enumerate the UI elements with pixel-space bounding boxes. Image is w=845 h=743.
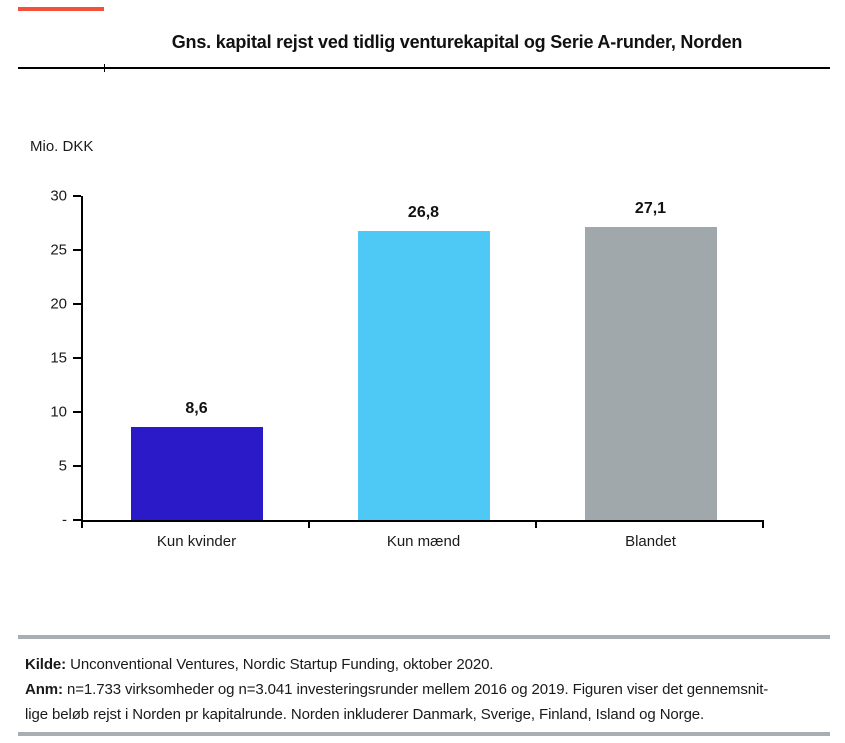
source-label: Kilde: xyxy=(25,656,67,673)
x-axis-tick xyxy=(81,520,83,528)
y-axis-unit-label: Mio. DKK xyxy=(30,138,94,155)
note-text-1: n=1.733 virksomheder og n=3.041 invester… xyxy=(62,681,769,698)
source-line: Kilde: Unconventional Ventures, Nordic S… xyxy=(25,652,825,677)
bar-kun-m-nd xyxy=(357,230,490,520)
y-axis-tick-label: 5 xyxy=(58,457,67,475)
y-axis-tick-label: - xyxy=(62,511,67,529)
footer-notes: Kilde: Unconventional Ventures, Nordic S… xyxy=(25,652,825,727)
category-label: Kun mænd xyxy=(386,533,461,550)
x-axis-tick xyxy=(535,520,537,528)
y-axis-tick xyxy=(73,357,81,359)
footer-divider-top xyxy=(18,635,830,639)
x-axis-tick xyxy=(308,520,310,528)
category-label: Blandet xyxy=(625,533,676,550)
accent-bar xyxy=(18,7,104,11)
y-axis-tick-label: 30 xyxy=(50,187,67,205)
bar-blandet xyxy=(584,227,717,520)
bar-value-label: 27,1 xyxy=(634,200,667,218)
y-axis-tick xyxy=(73,519,81,521)
plot-area: 30 25 20 15 10 5 - 8,6 Kun kvinder 26,8 Kun mænd 27… xyxy=(50,189,764,550)
page-title: Gns. kapital rejst ved tidlig venturekap… xyxy=(171,32,743,52)
source-text: Unconventional Ventures, Nordic Startup … xyxy=(66,656,494,673)
y-axis-tick-label: 20 xyxy=(50,295,67,313)
bar-kun-kvinder xyxy=(130,427,263,520)
x-axis-tick xyxy=(762,520,764,528)
title-divider xyxy=(18,67,830,69)
y-axis-tick xyxy=(73,303,81,305)
title-divider-tick xyxy=(104,64,105,72)
y-axis-tick-label: 25 xyxy=(50,241,67,259)
bar-value-label: 26,8 xyxy=(407,203,440,221)
note-text-2: lige beløb rejst i Norden pr kapitalrund… xyxy=(25,706,705,723)
y-axis-tick-label: 10 xyxy=(50,403,67,421)
category-label: Kun kvinder xyxy=(156,533,237,550)
note-line-1: Anm: n=1.733 virksomheder og n=3.041 inv… xyxy=(25,677,825,702)
y-axis-tick xyxy=(73,249,81,251)
note-line-2: lige beløb rejst i Norden pr kapitalrund… xyxy=(25,702,825,727)
footer-divider-bottom xyxy=(18,732,830,736)
y-axis-tick-label: 15 xyxy=(50,349,67,367)
y-axis-tick xyxy=(73,465,81,467)
y-axis-tick xyxy=(73,195,81,197)
note-label: Anm: xyxy=(25,681,63,698)
y-axis-tick xyxy=(73,411,81,413)
bar-value-label: 8,6 xyxy=(185,400,208,418)
